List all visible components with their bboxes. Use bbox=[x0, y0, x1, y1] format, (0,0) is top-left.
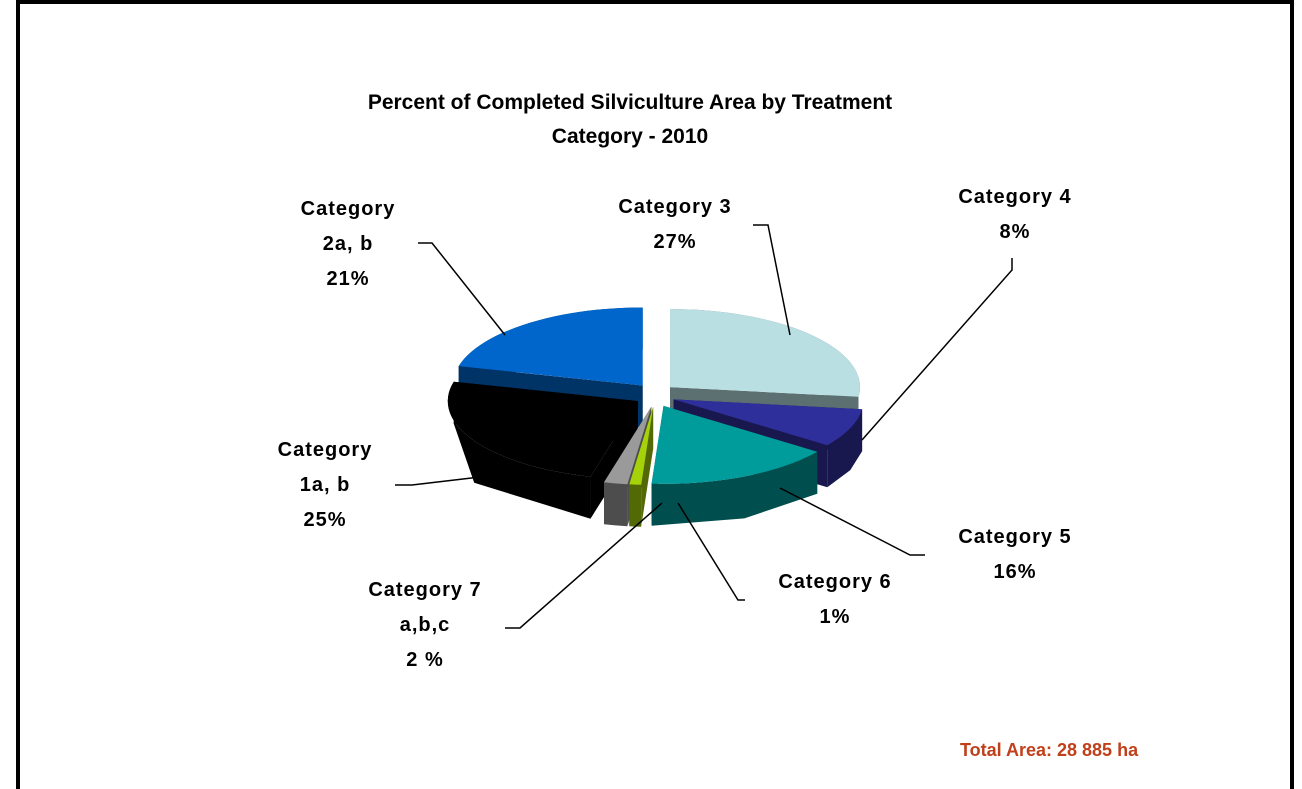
chart-title: Percent of Completed Silviculture Area b… bbox=[367, 91, 893, 148]
value-label: 21% bbox=[326, 268, 370, 290]
data-label: Category 6 1% bbox=[773, 565, 897, 635]
slice-side bbox=[604, 482, 628, 527]
value-label: 27% bbox=[653, 231, 697, 253]
slice-top bbox=[651, 405, 818, 484]
frame bbox=[16, 0, 1294, 789]
slice-side bbox=[651, 451, 818, 526]
slice-top bbox=[673, 399, 863, 446]
slice-top bbox=[629, 406, 654, 485]
pie-slice bbox=[447, 381, 638, 519]
data-label: Category 4 8% bbox=[953, 180, 1077, 250]
slice-side bbox=[447, 381, 591, 519]
slice-top bbox=[458, 307, 643, 386]
slice-top bbox=[670, 309, 860, 397]
leader-line bbox=[753, 224, 791, 336]
category-label: Category 3 bbox=[618, 196, 732, 218]
category-label: Category 4 bbox=[958, 186, 1072, 208]
slice-top bbox=[447, 381, 638, 477]
value-label: 16% bbox=[993, 561, 1037, 583]
data-label: Category 3 27% bbox=[613, 190, 737, 260]
slice-side bbox=[827, 409, 863, 488]
slice-top bbox=[604, 406, 652, 485]
category-label: Category 2a, b bbox=[300, 198, 396, 255]
data-label: Category 5 16% bbox=[953, 520, 1077, 590]
annotation: Total Area: 28 885 ha bbox=[960, 740, 1139, 760]
category-label: Category 6 bbox=[778, 571, 892, 593]
leader-line bbox=[677, 502, 745, 601]
value-label: 25% bbox=[303, 509, 347, 531]
leader-line bbox=[418, 242, 506, 336]
value-label: 2 % bbox=[406, 649, 444, 671]
category-label: Category 1a, b bbox=[277, 439, 373, 496]
value-label: 8% bbox=[999, 221, 1031, 243]
leader-line bbox=[505, 502, 663, 629]
slice-side bbox=[629, 484, 642, 527]
leader-line bbox=[779, 487, 925, 556]
pie-slice bbox=[629, 406, 654, 527]
leader-line bbox=[395, 476, 481, 486]
data-label: Category 1a, b 25% bbox=[263, 433, 387, 538]
value-label: 1% bbox=[819, 606, 851, 628]
pie-slice bbox=[651, 405, 818, 526]
category-label: Category 5 bbox=[958, 526, 1072, 548]
data-label: Category 7 a,b,c 2 % bbox=[363, 573, 487, 678]
data-label: Category 2a, b 21% bbox=[286, 192, 410, 297]
leader-line bbox=[861, 258, 1013, 441]
category-label: Category 7 a,b,c bbox=[368, 579, 482, 636]
